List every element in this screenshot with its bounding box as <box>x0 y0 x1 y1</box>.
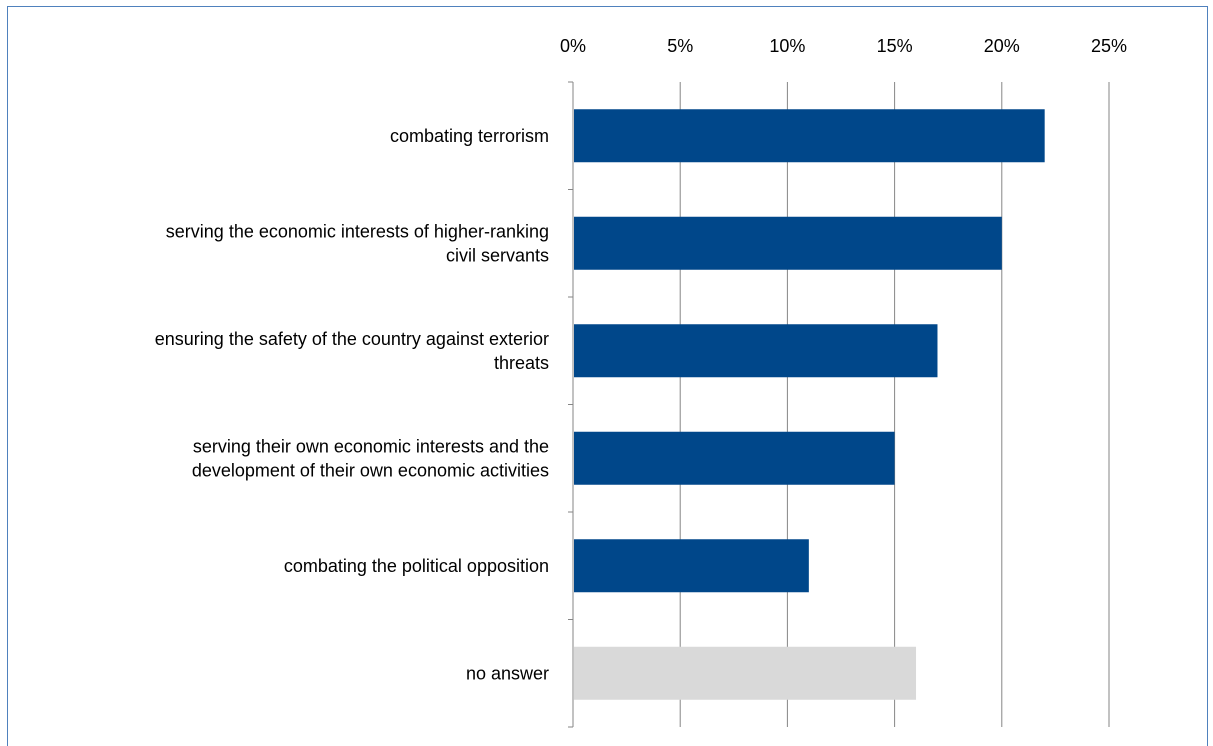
category-label-2-1: threats <box>494 353 549 373</box>
bar-5 <box>574 646 917 700</box>
bar-3 <box>574 431 895 485</box>
category-label-2-0: ensuring the safety of the country again… <box>155 329 549 349</box>
category-label-3-0: serving their own economic interests and… <box>193 436 549 456</box>
category-label-5-0: no answer <box>466 663 549 683</box>
x-tick-label-1: 5% <box>667 36 693 56</box>
category-label-4-0: combating the political opposition <box>284 556 549 576</box>
bar-0 <box>574 109 1045 163</box>
category-label-1-1: civil servants <box>446 245 549 265</box>
x-tick-label-3: 15% <box>877 36 913 56</box>
category-label-1-0: serving the economic interests of higher… <box>166 221 549 241</box>
bar-4 <box>574 539 809 593</box>
chart-frame <box>7 6 1208 746</box>
category-label-3-1: development of their own economic activi… <box>192 460 549 480</box>
x-tick-label-5: 25% <box>1091 36 1127 56</box>
x-tick-label-2: 10% <box>769 36 805 56</box>
category-label-0-0: combating terrorism <box>390 126 549 146</box>
x-tick-label-4: 20% <box>984 36 1020 56</box>
bar-2 <box>574 324 938 378</box>
bar-1 <box>574 216 1002 270</box>
x-tick-label-0: 0% <box>560 36 586 56</box>
